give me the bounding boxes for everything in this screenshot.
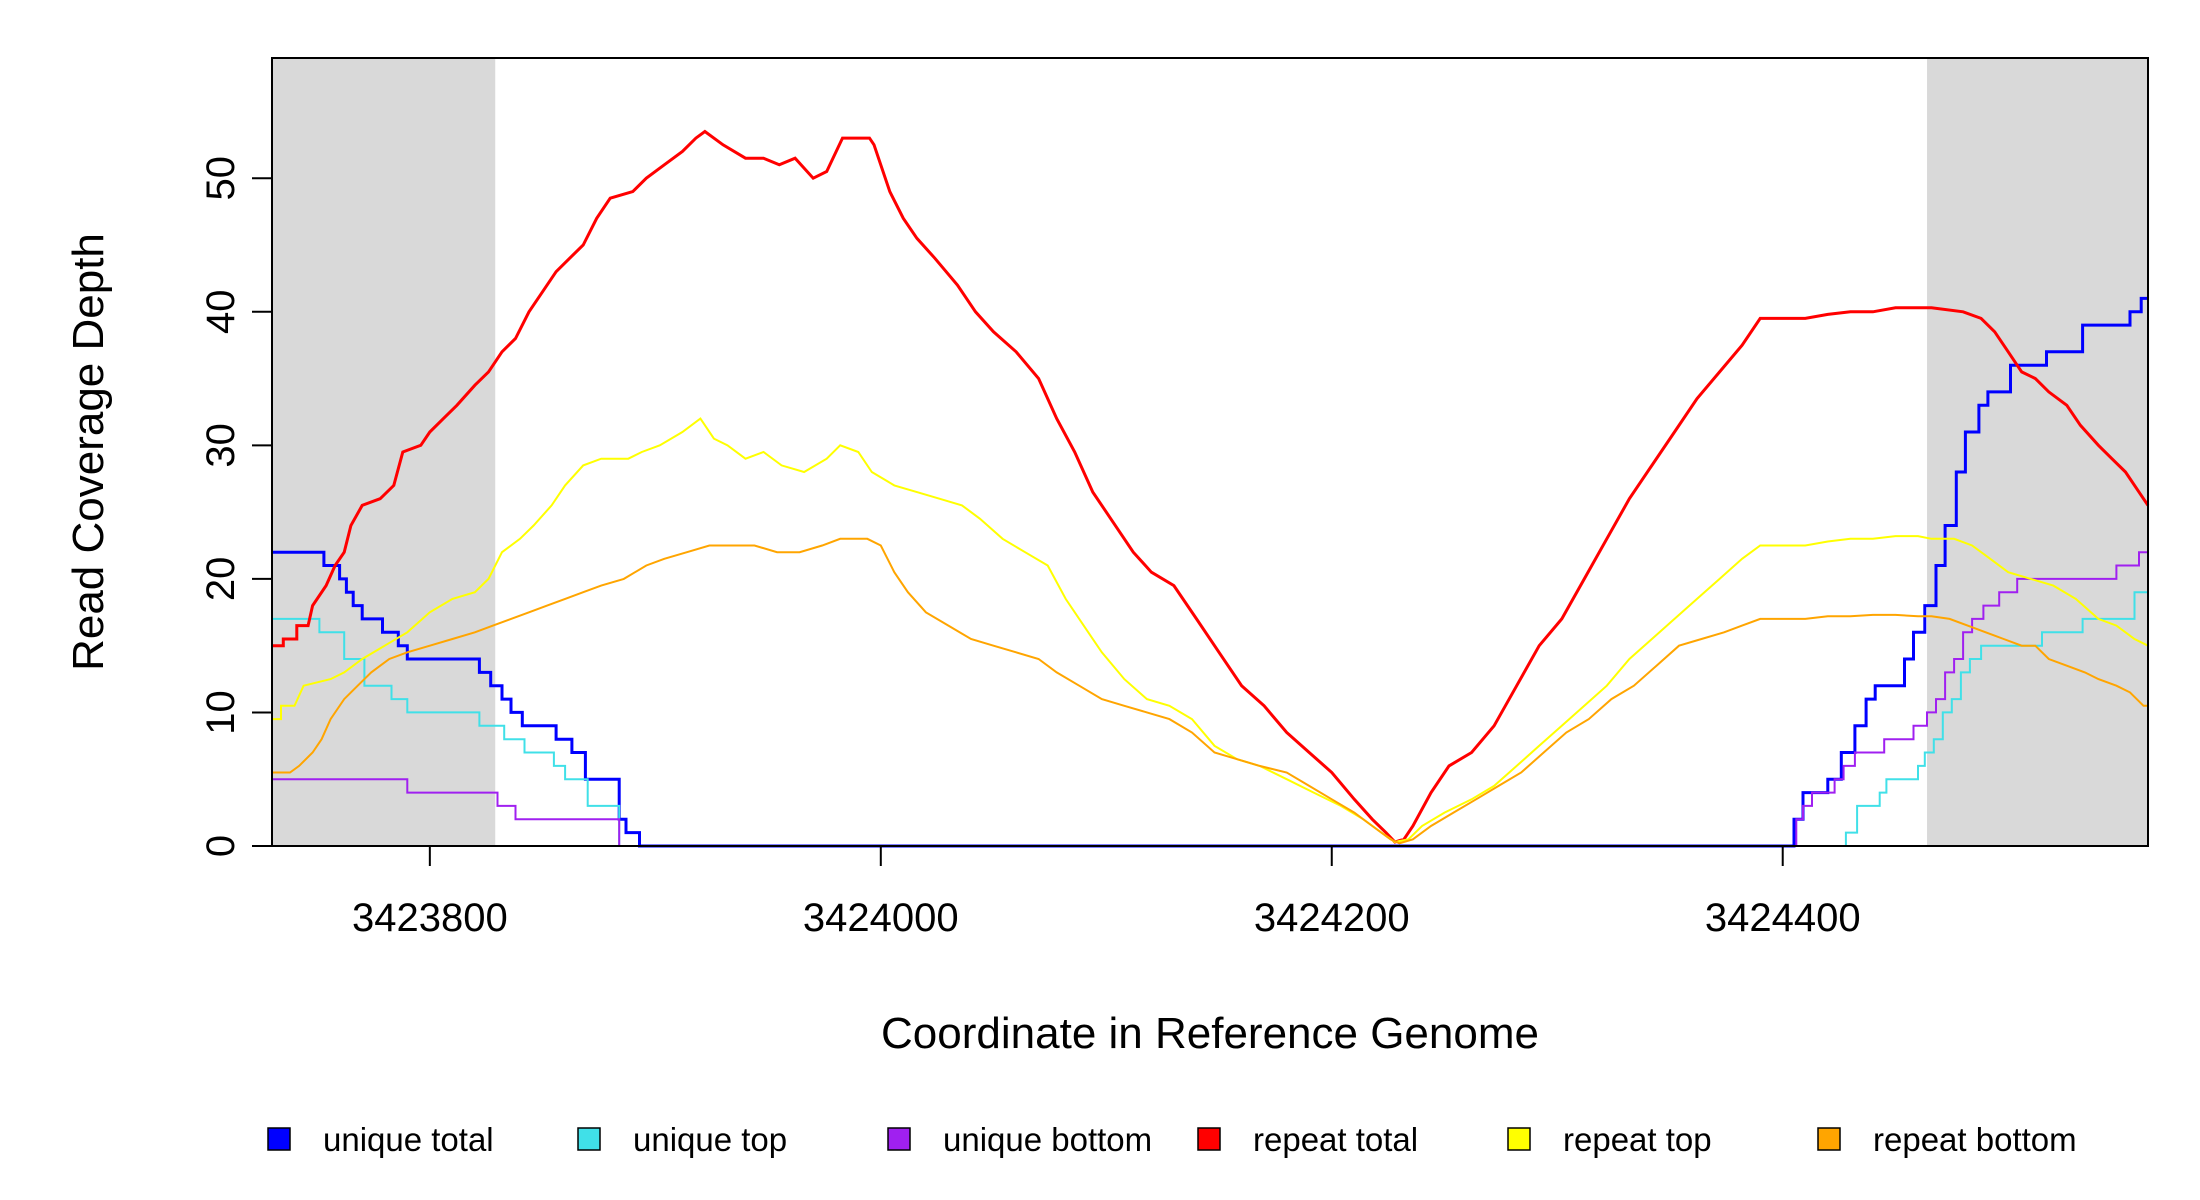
shaded-region-2 bbox=[1927, 58, 2148, 846]
series-line-unique-bottom bbox=[272, 551, 2148, 847]
legend-label-unique-top: unique top bbox=[633, 1121, 787, 1158]
legend-label-unique-bottom: unique bottom bbox=[943, 1121, 1152, 1158]
x-tick-label: 3424000 bbox=[803, 896, 959, 940]
y-tick-label: 40 bbox=[199, 290, 243, 335]
series-line-repeat-bottom bbox=[272, 537, 2148, 845]
legend-label-repeat-total: repeat total bbox=[1253, 1121, 1418, 1158]
x-tick-label: 3423800 bbox=[352, 896, 508, 940]
y-tick-label: 30 bbox=[199, 423, 243, 468]
y-axis: 0 10 20 30 40 50 bbox=[199, 156, 273, 857]
legend: unique total unique top unique bottom repea… bbox=[267, 1121, 2077, 1158]
y-tick-label: 20 bbox=[199, 557, 243, 602]
x-axis-title: Coordinate in Reference Genome bbox=[881, 1009, 1539, 1058]
series-line-unique-top bbox=[272, 591, 2148, 847]
legend-label-unique-total: unique total bbox=[323, 1121, 494, 1158]
legend-swatch-repeat-bottom bbox=[1817, 1127, 1841, 1151]
flank-shading-group bbox=[272, 58, 2148, 846]
series-line-repeat-total bbox=[272, 129, 2150, 844]
legend-swatch-repeat-top bbox=[1507, 1127, 1531, 1151]
legend-label-repeat-top: repeat top bbox=[1563, 1121, 1712, 1158]
y-tick-label: 0 bbox=[199, 835, 243, 857]
legend-label-repeat-bottom: repeat bottom bbox=[1873, 1121, 2077, 1158]
y-axis-title: Read Coverage Depth bbox=[64, 233, 113, 671]
x-tick-label: 3424200 bbox=[1254, 896, 1410, 940]
plot-frame bbox=[271, 57, 2149, 847]
x-axis: 3423800 3424000 3424200 3424400 bbox=[352, 845, 1861, 940]
y-tick-label: 50 bbox=[199, 156, 243, 201]
y-tick-label: 10 bbox=[199, 690, 243, 735]
x-tick-label: 3424400 bbox=[1705, 896, 1861, 940]
legend-swatch-unique-top bbox=[577, 1127, 601, 1151]
series-lines-group bbox=[272, 129, 2150, 848]
shaded-region-1 bbox=[272, 58, 496, 846]
legend-swatch-unique-total bbox=[267, 1127, 291, 1151]
legend-swatch-unique-bottom bbox=[887, 1127, 911, 1151]
legend-swatch-repeat-total bbox=[1197, 1127, 1221, 1151]
series-line-repeat-top bbox=[272, 417, 2149, 844]
